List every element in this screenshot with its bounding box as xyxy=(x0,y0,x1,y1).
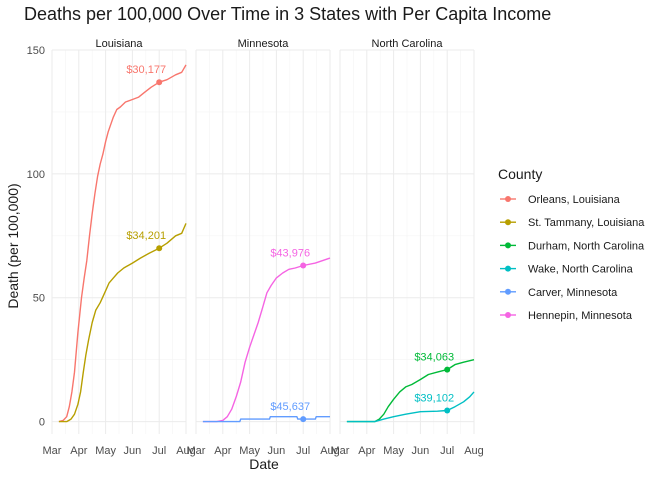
income-annotation: $45,637 xyxy=(270,401,310,413)
income-marker-point xyxy=(300,262,307,269)
legend-item-st-tammany-louisiana: St. Tammany, Louisiana xyxy=(500,217,645,229)
x-tick-label: May xyxy=(383,445,404,457)
income-marker-point xyxy=(156,245,163,252)
y-tick-label: 150 xyxy=(27,45,45,57)
legend-key-point xyxy=(505,265,511,272)
facet-strip-label: Louisiana xyxy=(95,38,143,50)
income-annotation: $30,177 xyxy=(126,64,166,76)
y-axis-label: Death (per 100,000) xyxy=(5,183,21,308)
x-tick-label: Apr xyxy=(214,445,231,457)
x-tick-label: Jul xyxy=(152,445,166,457)
income-marker-point xyxy=(300,416,307,423)
legend-label: St. Tammany, Louisiana xyxy=(528,217,645,229)
chart-title: Deaths per 100,000 Over Time in 3 States… xyxy=(24,4,551,24)
legend-key-point xyxy=(505,312,511,318)
x-tick-label: Jul xyxy=(296,445,310,457)
legend-key-point xyxy=(505,219,511,226)
series-line xyxy=(58,223,187,423)
series-line xyxy=(346,359,475,423)
x-tick-label: Jul xyxy=(440,445,454,457)
income-annotation: $34,063 xyxy=(414,352,454,364)
legend-key-point xyxy=(505,288,511,295)
x-tick-label: Jun xyxy=(268,445,286,457)
income-marker-point xyxy=(444,366,451,373)
x-tick-label: Aug xyxy=(320,445,340,457)
income-marker-point xyxy=(156,79,163,86)
legend-label: Carver, Minnesota xyxy=(528,287,618,299)
legend-label: Orleans, Louisiana xyxy=(528,194,621,206)
legend-item-durham-north-carolina: Durham, North Carolina xyxy=(500,240,645,252)
legend-key-point xyxy=(505,196,511,202)
facet-panels: Mar Apr May Jun Jul Aug Louisiana $30,177 $34,20… xyxy=(43,38,484,457)
x-tick-label: Jun xyxy=(412,445,430,457)
x-tick-label: Jun xyxy=(124,445,142,457)
income-annotation: $43,976 xyxy=(270,248,310,260)
legend-item-carver-minnesota: Carver, Minnesota xyxy=(500,287,618,299)
series-line xyxy=(202,416,330,423)
x-tick-label: Mar xyxy=(187,445,206,457)
facet-strip-label: North Carolina xyxy=(372,38,444,50)
series-st-tammany-louisiana: $34,201 xyxy=(58,223,187,423)
legend: County Orleans, Louisiana St. Tammany, Lo… xyxy=(498,166,645,322)
legend-item-orleans-louisiana: Orleans, Louisiana xyxy=(500,194,621,206)
y-tick-label: 100 xyxy=(27,169,45,181)
legend-label: Hennepin, Minnesota xyxy=(528,310,633,322)
x-tick-label: May xyxy=(239,445,260,457)
x-axis-label: Date xyxy=(249,456,279,472)
series-hennepin-minnesota: $43,976 xyxy=(202,248,331,423)
legend-label: Durham, North Carolina xyxy=(528,240,645,252)
series-line xyxy=(202,257,331,423)
legend-title: County xyxy=(498,166,542,182)
x-tick-label: Aug xyxy=(464,445,484,457)
x-tick-label: Mar xyxy=(331,445,350,457)
legend-item-hennepin-minnesota: Hennepin, Minnesota xyxy=(500,310,633,322)
x-tick-label: May xyxy=(95,445,116,457)
income-annotation: $39,102 xyxy=(414,392,454,404)
series-wake-north-carolina: $39,102 xyxy=(346,391,475,423)
x-tick-label: Mar xyxy=(43,445,62,457)
legend-item-wake-north-carolina: Wake, North Carolina xyxy=(500,264,634,276)
series-orleans-louisiana: $30,177 xyxy=(58,64,187,423)
series-carver-minnesota: $45,637 xyxy=(202,401,330,423)
panel-louisiana: Mar Apr May Jun Jul Aug Louisiana $30,177 $34,20… xyxy=(43,38,196,457)
x-tick-label: Aug xyxy=(176,445,196,457)
y-tick-label: 0 xyxy=(39,417,45,429)
income-annotation: $34,201 xyxy=(126,230,166,242)
y-axis-tick-labels: 0 50 100 150 xyxy=(27,45,45,429)
x-tick-label: Apr xyxy=(358,445,375,457)
legend-label: Wake, North Carolina xyxy=(528,264,634,276)
income-marker-point xyxy=(444,407,451,414)
series-line xyxy=(346,391,475,423)
series-durham-north-carolina: $34,063 xyxy=(346,352,475,423)
panel-minnesota: Mar Apr May Jun Jul Aug Minnesota $43,976 $45,63… xyxy=(187,38,340,457)
legend-key-point xyxy=(505,242,511,249)
x-tick-label: Apr xyxy=(70,445,87,457)
y-tick-label: 50 xyxy=(33,293,45,305)
series-line xyxy=(58,64,187,423)
panel-north-carolina: Mar Apr May Jun Jul Aug North Carolina $34,063 $… xyxy=(331,38,484,457)
facet-strip-label: Minnesota xyxy=(238,38,290,50)
